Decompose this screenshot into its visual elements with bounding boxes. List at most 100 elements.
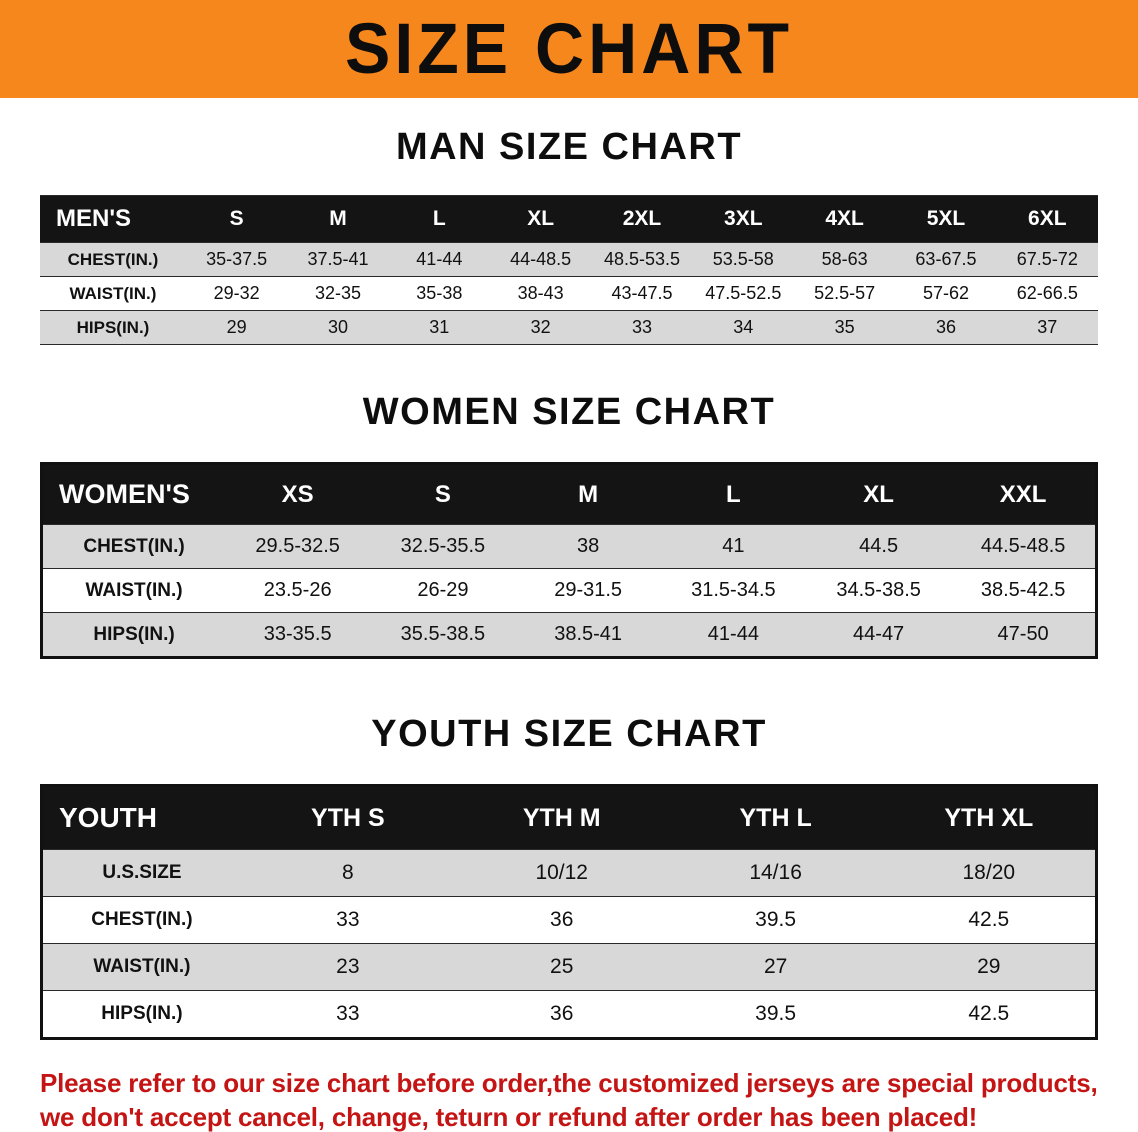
measurement-value: 29-31.5	[515, 568, 661, 613]
measurement-value: 34	[692, 310, 794, 345]
measurement-value: 57-62	[895, 276, 997, 311]
measurement-value: 36	[454, 990, 669, 1039]
measurement-row: CHEST(IN.) 33 36 39.5 42.5	[41, 896, 1097, 944]
size-header-cell: XXL	[951, 463, 1097, 525]
measurement-value: 44-48.5	[489, 242, 592, 277]
measurement-value: 38.5-42.5	[951, 568, 1097, 613]
size-header-cell: 2XL	[591, 195, 693, 243]
measurement-value: 31.5-34.5	[660, 568, 806, 613]
measurement-row: WAIST(IN.) 23.5-26 26-29 29-31.5 31.5-34.5 34…	[41, 568, 1097, 613]
measurement-value: 44-47	[806, 612, 952, 658]
measurement-value: 33	[240, 896, 455, 944]
size-header-cell: 5XL	[895, 195, 997, 243]
table-title-cell: MEN'S	[40, 195, 186, 243]
measurement-value: 26-29	[370, 568, 516, 613]
youth-size-section: YOUTH SIZE CHART YOUTH YTH S YTH M YTH L YTH…	[0, 713, 1138, 1040]
table-title-cell: WOMEN'S	[41, 463, 226, 525]
measurement-value: 47-50	[951, 612, 1097, 658]
measurement-value: 43-47.5	[591, 276, 693, 311]
measurement-label: CHEST(IN.)	[41, 896, 241, 944]
men-section-heading: MAN SIZE CHART	[395, 126, 743, 168]
men-size-section: MAN SIZE CHART MEN'S S M L XL 2XL 3XL 4XL 5XL 6XL…	[0, 126, 1138, 345]
measurement-value: 39.5	[668, 896, 883, 944]
size-header-cell: 3XL	[692, 195, 794, 243]
size-header-cell: XS	[225, 463, 371, 525]
measurement-row: WAIST(IN.) 29-32 32-35 35-38 38-43 43-47.5 47.…	[40, 276, 1098, 311]
measurement-label: HIPS(IN.)	[40, 310, 186, 345]
measurement-value: 35-38	[388, 276, 490, 311]
size-header-cell: M	[287, 195, 389, 243]
table-title-cell: YOUTH	[41, 785, 241, 850]
size-header-cell: YTH L	[668, 785, 883, 850]
size-header-row: YOUTH YTH S YTH M YTH L YTH XL	[41, 785, 1097, 850]
order-policy-line-2: we don't accept cancel, change, teturn o…	[40, 1102, 978, 1132]
banner: SIZE CHART	[0, 0, 1138, 98]
measurement-value: 23	[240, 943, 455, 991]
measurement-value: 33	[591, 310, 693, 345]
measurement-label: CHEST(IN.)	[41, 524, 226, 569]
size-header-cell: XL	[489, 195, 592, 243]
measurement-value: 32	[489, 310, 592, 345]
measurement-row: CHEST(IN.) 35-37.5 37.5-41 41-44 44-48.5 48.5…	[40, 242, 1098, 277]
measurement-value: 35-37.5	[186, 242, 288, 277]
measurement-value: 33	[240, 990, 455, 1039]
size-header-cell: S	[370, 463, 516, 525]
measurement-value: 41-44	[388, 242, 490, 277]
measurement-value: 29-32	[186, 276, 288, 311]
size-header-cell: S	[186, 195, 288, 243]
measurement-row: CHEST(IN.) 29.5-32.5 32.5-35.5 38 41 44.5 44.5…	[41, 524, 1097, 569]
size-header-cell: YTH XL	[882, 785, 1097, 850]
women-section-heading: WOMEN SIZE CHART	[362, 391, 776, 433]
measurement-value: 32.5-35.5	[370, 524, 516, 569]
measurement-value: 33-35.5	[225, 612, 371, 658]
measurement-value: 18/20	[882, 849, 1097, 897]
size-header-cell: L	[388, 195, 490, 243]
size-header-cell: M	[515, 463, 661, 525]
measurement-label: WAIST(IN.)	[40, 276, 186, 311]
size-header-cell: YTH S	[240, 785, 455, 850]
measurement-value: 41	[660, 524, 806, 569]
women-size-section: WOMEN SIZE CHART WOMEN'S XS S M L XL XXL CHEST(…	[0, 391, 1138, 659]
women-size-table: WOMEN'S XS S M L XL XXL CHEST(IN.) 29.5-32.5 32.5…	[40, 462, 1098, 659]
measurement-label: WAIST(IN.)	[41, 568, 226, 613]
size-header-cell: 6XL	[996, 195, 1098, 243]
measurement-value: 35	[793, 310, 896, 345]
size-header-cell: L	[660, 463, 806, 525]
measurement-value: 27	[668, 943, 883, 991]
measurement-value: 23.5-26	[225, 568, 371, 613]
measurement-label: U.S.SIZE	[41, 849, 241, 897]
measurement-value: 42.5	[882, 896, 1097, 944]
measurement-row: U.S.SIZE 8 10/12 14/16 18/20	[41, 849, 1097, 897]
measurement-label: HIPS(IN.)	[41, 990, 241, 1039]
measurement-row: HIPS(IN.) 33-35.5 35.5-38.5 38.5-41 41-44 44-…	[41, 612, 1097, 658]
measurement-value: 32-35	[287, 276, 389, 311]
size-header-row: MEN'S S M L XL 2XL 3XL 4XL 5XL 6XL	[40, 195, 1098, 243]
measurement-value: 38-43	[489, 276, 592, 311]
measurement-value: 52.5-57	[793, 276, 896, 311]
men-size-table: MEN'S S M L XL 2XL 3XL 4XL 5XL 6XL CHEST(IN.) 35-37…	[40, 195, 1098, 345]
measurement-value: 41-44	[660, 612, 806, 658]
measurement-value: 25	[454, 943, 669, 991]
measurement-value: 34.5-38.5	[806, 568, 952, 613]
measurement-value: 10/12	[454, 849, 669, 897]
measurement-value: 29.5-32.5	[225, 524, 371, 569]
measurement-label: CHEST(IN.)	[40, 242, 186, 277]
measurement-value: 42.5	[882, 990, 1097, 1039]
measurement-value: 8	[240, 849, 455, 897]
size-header-cell: 4XL	[793, 195, 896, 243]
measurement-value: 30	[287, 310, 389, 345]
measurement-label: WAIST(IN.)	[41, 943, 241, 991]
measurement-value: 36	[454, 896, 669, 944]
size-header-row: WOMEN'S XS S M L XL XXL	[41, 463, 1097, 525]
measurement-value: 44.5-48.5	[951, 524, 1097, 569]
measurement-value: 37	[996, 310, 1098, 345]
order-policy-note: Please refer to our size chart before or…	[40, 1066, 1098, 1132]
measurement-row: WAIST(IN.) 23 25 27 29	[41, 943, 1097, 991]
measurement-value: 47.5-52.5	[692, 276, 794, 311]
measurement-row: HIPS(IN.) 29 30 31 32 33 34 35 36 37	[40, 310, 1098, 345]
measurement-value: 62-66.5	[996, 276, 1098, 311]
measurement-label: HIPS(IN.)	[41, 612, 226, 658]
measurement-value: 38.5-41	[515, 612, 661, 658]
size-header-cell: XL	[806, 463, 952, 525]
